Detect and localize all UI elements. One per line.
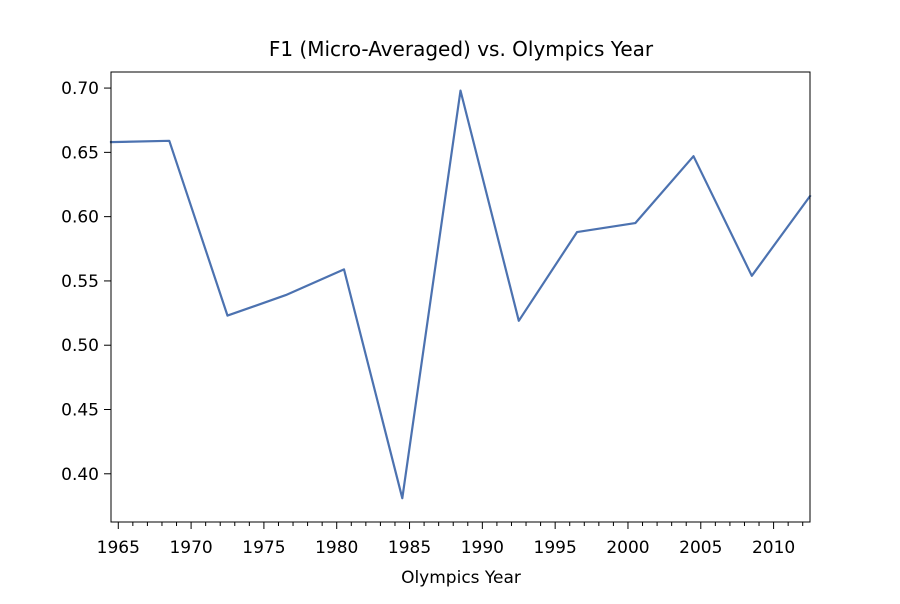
y-tick-label: 0.40	[61, 465, 99, 485]
series-line	[109, 89, 812, 500]
x-tick-label: 2000	[606, 538, 649, 558]
data-point	[634, 222, 636, 224]
x-tick-label: 1965	[97, 538, 140, 558]
data-point	[692, 155, 695, 157]
x-tick-label: 1990	[461, 538, 504, 558]
x-axis-label: Olympics Year	[401, 568, 521, 588]
data-point	[518, 320, 520, 322]
plot-frame	[110, 71, 811, 523]
chart-title: F1 (Micro-Averaged) vs. Olympics Year	[269, 37, 654, 61]
data-point	[751, 275, 753, 277]
x-tick-label: 1995	[534, 538, 577, 558]
x-axis-ticks: 1965 1970 1975 1980 1985 1990 1995 2000 2005 2010	[97, 522, 804, 558]
data-point	[459, 90, 462, 92]
x-tick-label: 1975	[242, 538, 285, 558]
y-tick-label: 0.55	[61, 272, 99, 292]
y-axis-ticks: 0.40 0.45 0.50 0.55 0.60 0.65 0.70	[61, 79, 111, 485]
y-tick-label: 0.45	[61, 401, 99, 421]
data-point	[285, 294, 287, 296]
x-tick-label: 2005	[679, 538, 722, 558]
x-tick-label: 2010	[752, 538, 795, 558]
x-tick-label: 1970	[169, 538, 212, 558]
data-point	[168, 140, 170, 142]
data-point	[343, 268, 345, 270]
x-tick-label: 1985	[388, 538, 431, 558]
data-point	[226, 315, 229, 317]
y-tick-label: 0.70	[61, 79, 99, 99]
data-point	[576, 231, 578, 233]
y-tick-label: 0.50	[61, 336, 99, 356]
y-tick-label: 0.65	[61, 143, 99, 163]
plot-area	[109, 89, 812, 500]
x-tick-label: 1980	[315, 538, 358, 558]
data-point	[401, 497, 403, 499]
y-tick-label: 0.60	[61, 208, 99, 228]
